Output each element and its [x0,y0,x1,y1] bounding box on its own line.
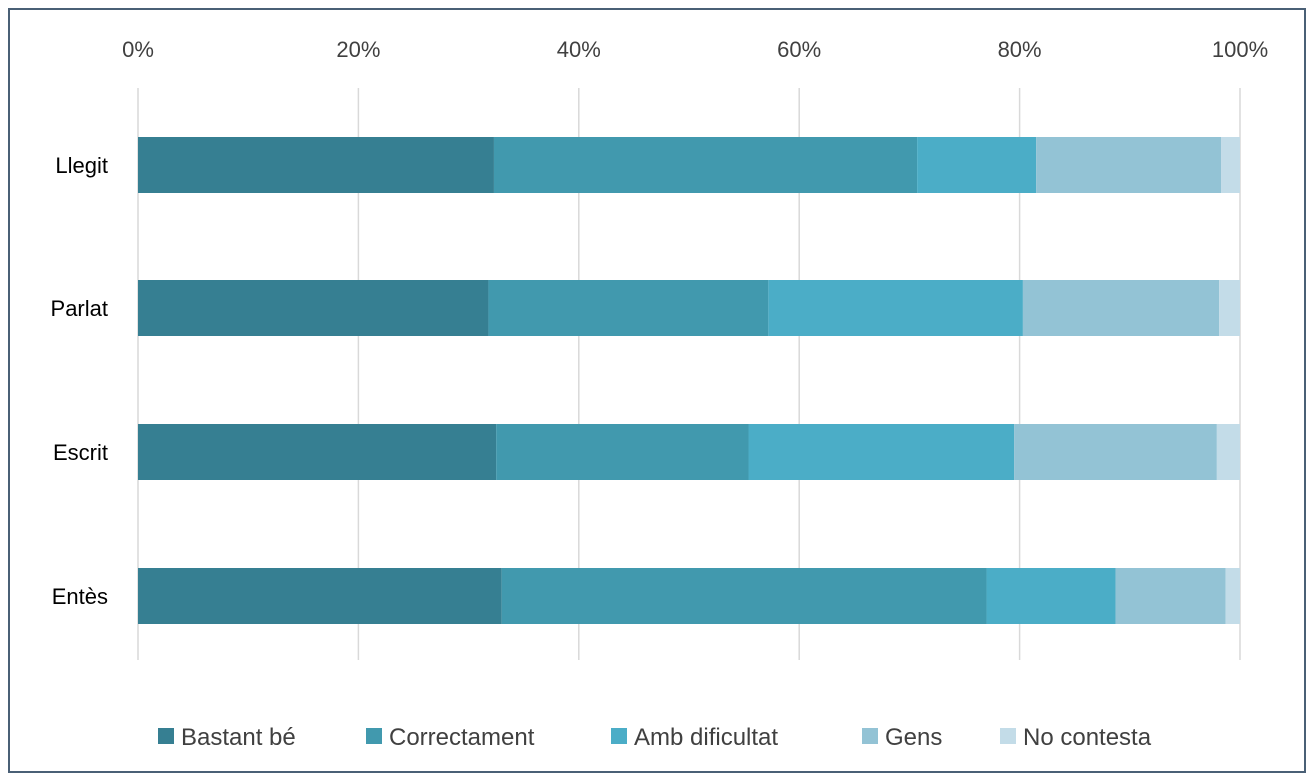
legend-label: Gens [885,724,942,751]
legend-swatch [158,728,174,744]
legend-swatch [1000,728,1016,744]
bar-segment [1036,137,1222,193]
bar-segment [138,568,502,624]
category-label: Parlat [51,296,108,321]
bar-segment [496,424,749,480]
legend-item: Correctament [366,724,535,751]
legend-label: Amb dificultat [634,724,778,751]
legend-item: Bastant bé [158,724,296,751]
legend-item: No contesta [1000,724,1152,751]
x-tick-label: 60% [777,37,821,62]
x-tick-label: 0% [122,37,154,62]
x-axis-ticks: 0% 20% 40% 60% 80% 100% [122,37,1268,62]
bar-segment [138,424,497,480]
bar-segment [986,568,1116,624]
legend-item: Gens [862,724,942,751]
bar-segment [768,280,1023,336]
bar-segment [1014,424,1217,480]
bar-segment [1216,424,1240,480]
x-tick-label: 20% [336,37,380,62]
bar-segment [501,568,987,624]
legend-label: Correctament [389,724,535,751]
category-label: Entès [52,584,108,609]
bars [138,137,1240,624]
bar-segment [1115,568,1226,624]
category-label: Escrit [53,440,108,465]
bar-segment [1221,137,1240,193]
bar-segment [748,424,1015,480]
x-tick-label: 40% [557,37,601,62]
legend-swatch [611,728,627,744]
bar-segment [1225,568,1240,624]
x-tick-label: 80% [998,37,1042,62]
legend: Bastant bé Correctament Amb dificultat Gens… [158,724,1152,751]
bar-segment [488,280,769,336]
chart-frame [8,8,1306,773]
bar-segment [917,137,1037,193]
x-tick-label: 100% [1212,37,1268,62]
category-labels: Llegit Parlat Escrit Entès [51,153,108,609]
bar-segment [138,280,489,336]
legend-label: Bastant bé [181,724,296,751]
bar-segment [493,137,918,193]
bar-segment [138,137,494,193]
category-label: Llegit [55,153,108,178]
bar-segment [1022,280,1220,336]
legend-swatch [862,728,878,744]
legend-swatch [366,728,382,744]
legend-item: Amb dificultat [611,724,778,751]
legend-label: No contesta [1023,724,1152,751]
bar-segment [1219,280,1240,336]
